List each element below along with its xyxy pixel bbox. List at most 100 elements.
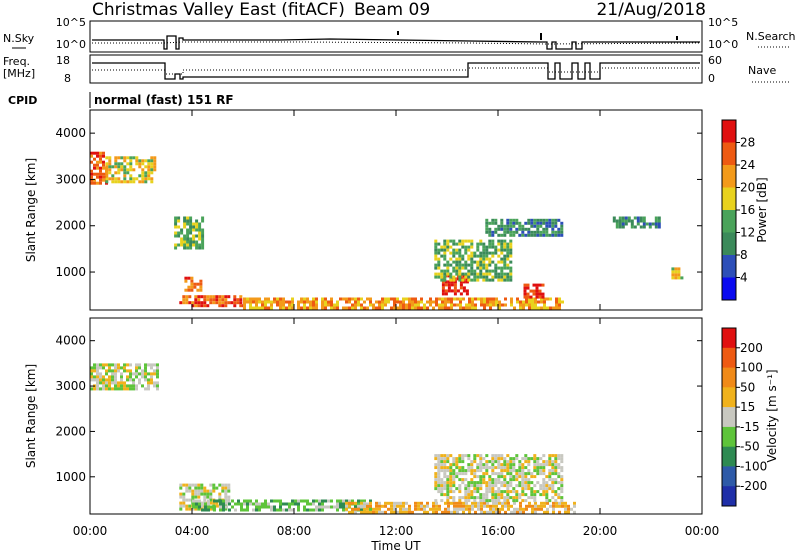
velocity-cell <box>312 499 315 503</box>
power-cell <box>465 280 469 284</box>
power-cell <box>93 178 96 182</box>
velocity-cell <box>129 375 132 379</box>
power-cell <box>495 303 498 307</box>
velocity-cell <box>393 507 396 511</box>
power-cell <box>476 266 480 270</box>
velocity-cell <box>545 496 549 500</box>
power-cell <box>440 272 444 276</box>
velocity-cell <box>195 499 198 503</box>
velocity-cell <box>243 508 246 512</box>
velocity-cell <box>432 510 435 514</box>
velocity-cell <box>554 457 558 461</box>
power-cell <box>464 260 468 264</box>
velocity-cell <box>360 510 363 514</box>
power-cell <box>102 160 105 164</box>
power-cell <box>209 298 213 302</box>
velocity-cell <box>117 369 120 373</box>
velocity-cell <box>555 501 558 505</box>
velocity-cell <box>399 507 402 511</box>
velocity-cell <box>470 466 474 470</box>
power-cell <box>452 242 456 246</box>
velocity-cell <box>390 510 393 514</box>
velocity-cell <box>458 499 462 503</box>
velocity-cell <box>485 496 489 500</box>
power-cell <box>459 283 463 287</box>
power-cell <box>485 218 489 222</box>
power-cell <box>199 279 203 283</box>
power-cell <box>648 225 652 229</box>
power-cell <box>633 225 637 229</box>
velocity-cell <box>459 504 462 508</box>
velocity-cell <box>548 463 552 467</box>
power-cell <box>390 297 393 301</box>
power-cell <box>446 266 450 270</box>
power-cell <box>435 300 438 304</box>
power-cell <box>455 272 459 276</box>
velocity-cell <box>485 454 489 458</box>
power-cell <box>194 304 198 308</box>
power-cell <box>500 278 504 282</box>
velocity-cell <box>117 381 120 385</box>
power-cell <box>503 248 507 252</box>
velocity-cell <box>449 475 453 479</box>
power-cell <box>363 306 366 310</box>
power-cell <box>458 263 462 267</box>
velocity-cell <box>267 505 270 509</box>
power-cell <box>485 269 489 273</box>
velocity-cell <box>510 510 513 514</box>
velocity-cell <box>315 499 318 503</box>
power-cell <box>465 292 469 296</box>
velocity-cell <box>449 496 453 500</box>
velocity-cell <box>437 460 441 464</box>
velocity-cell <box>369 504 372 508</box>
power-cell <box>360 306 363 310</box>
velocity-cell <box>369 501 372 505</box>
velocity-cell <box>512 466 516 470</box>
velocity-cell <box>285 508 288 512</box>
power-cell <box>108 171 112 175</box>
power-cell <box>557 218 561 222</box>
velocity-cell <box>467 493 471 497</box>
power-cell <box>480 300 483 304</box>
power-cell <box>189 240 193 244</box>
power-cell <box>485 272 489 276</box>
power-cell <box>186 216 190 220</box>
velocity-cell <box>458 457 462 461</box>
velocity-cell <box>516 507 519 511</box>
power-cell <box>114 156 118 160</box>
velocity-cell <box>444 507 447 511</box>
power-cell <box>536 233 540 237</box>
power-cell <box>177 234 181 238</box>
power-cell <box>300 297 303 301</box>
power-cell <box>509 269 513 273</box>
power-cell <box>479 239 483 243</box>
velocity-cell <box>206 489 210 493</box>
velocity-cell <box>191 492 195 496</box>
velocity-cell <box>432 507 435 511</box>
velocity-cell <box>470 490 474 494</box>
power-cell <box>330 303 333 307</box>
velocity-cell <box>99 366 102 370</box>
velocity-cell <box>548 457 552 461</box>
velocity-cell <box>491 478 495 482</box>
velocity-cell <box>294 499 297 503</box>
power-cell <box>510 300 513 304</box>
power-cell <box>630 222 634 226</box>
power-cell <box>282 306 285 310</box>
velocity-cell <box>491 487 495 491</box>
velocity-cell <box>486 501 489 505</box>
velocity-cell <box>509 460 513 464</box>
power-cell <box>285 300 288 304</box>
velocity-cell <box>351 501 354 505</box>
velocity-cell <box>471 504 474 508</box>
power-cell <box>236 301 240 305</box>
power-cell <box>117 156 121 160</box>
power-cell <box>191 301 195 305</box>
velocity-cell <box>201 508 204 512</box>
velocity-cell <box>99 378 102 382</box>
velocity-cell <box>434 466 438 470</box>
power-cell <box>239 301 243 305</box>
power-cell <box>215 298 219 302</box>
velocity-cell <box>179 486 183 490</box>
velocity-cell <box>509 475 513 479</box>
